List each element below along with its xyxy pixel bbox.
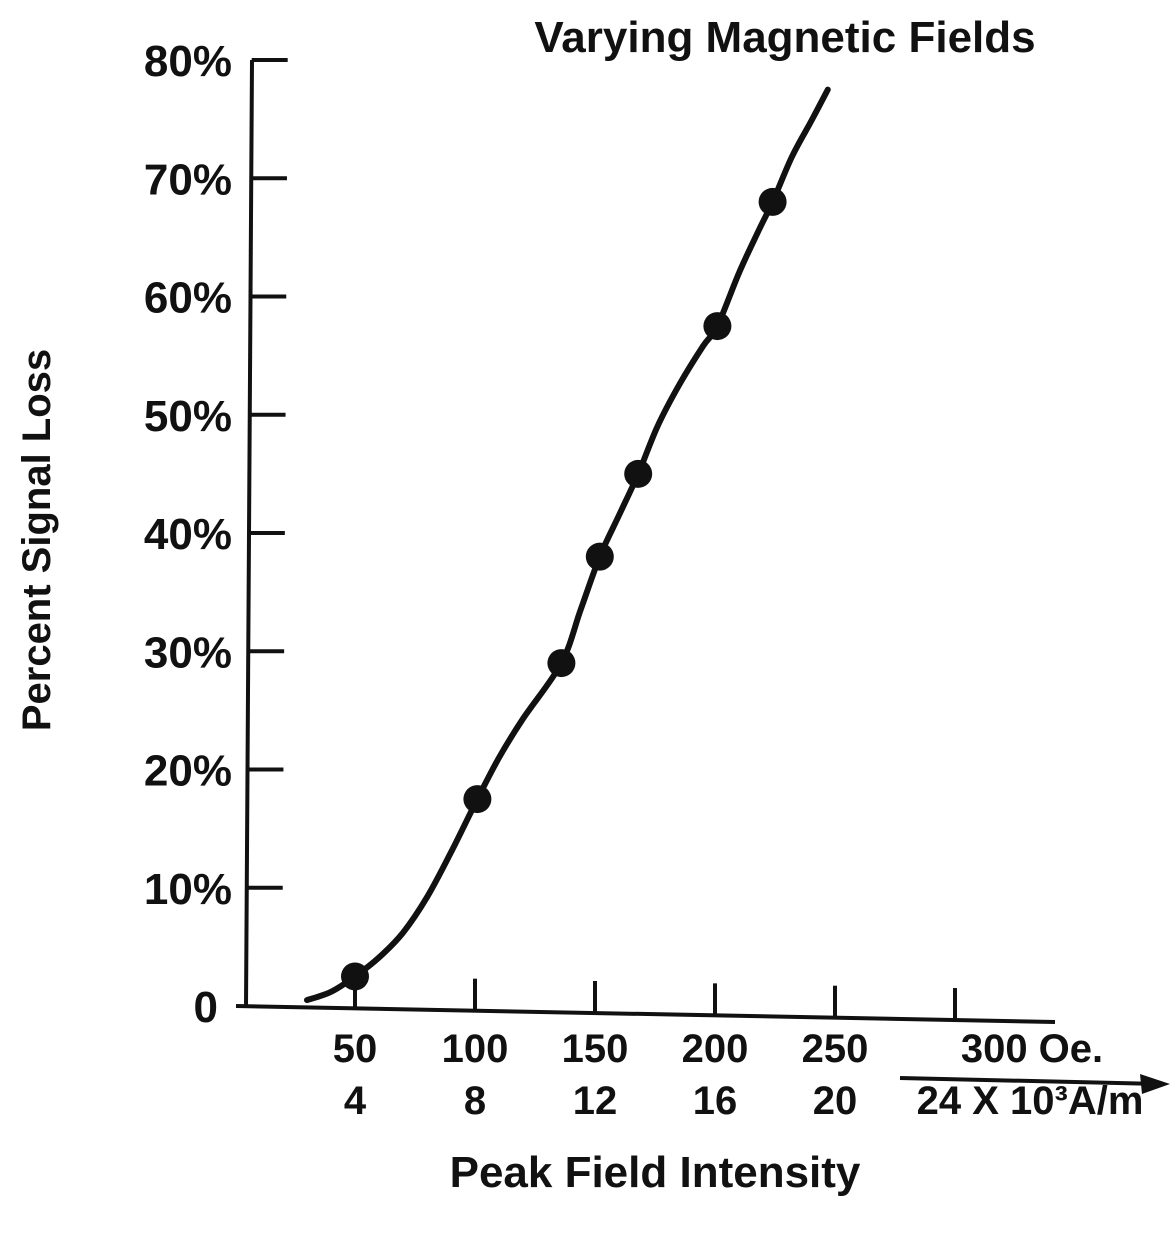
- data-point: [703, 312, 732, 341]
- x-tick-label-primary: 50: [333, 1027, 378, 1071]
- data-point: [463, 785, 492, 814]
- data-point: [341, 962, 369, 991]
- x-tick-label-primary: 300 Oe.: [961, 1027, 1103, 1071]
- y-tick-label: 80%: [144, 37, 232, 86]
- x-tick-label-primary: 150: [562, 1027, 629, 1071]
- x-tick-label-secondary: 16: [693, 1079, 738, 1123]
- chart-title: Varying Magnetic Fields: [534, 13, 1035, 62]
- x-axis-label: Peak Field Intensity: [450, 1148, 861, 1197]
- data-point: [547, 649, 576, 678]
- x-tick-label-secondary: 24 X 10³A/m: [917, 1079, 1144, 1123]
- x-axis-arrowhead: [1140, 1074, 1170, 1094]
- x-tick-label-secondary: 4: [344, 1079, 367, 1123]
- x-tick-label-primary: 250: [802, 1027, 869, 1071]
- y-tick-label: 30%: [144, 628, 232, 677]
- x-tick-label-primary: 100: [442, 1027, 509, 1071]
- x-ticks: 50 4 100 8 150 12 200 16 250 20 300 Oe. 24 X 10³A/m: [333, 976, 1144, 1123]
- data-point: [624, 459, 653, 488]
- y-tick-label: 20%: [144, 747, 232, 796]
- x-tick-label-secondary: 12: [573, 1079, 618, 1123]
- y-tick-label: 10%: [144, 865, 232, 914]
- y-tick-label: 50%: [144, 392, 232, 441]
- y-axis-label: Percent Signal Loss: [15, 349, 59, 731]
- y-tick-label: 40%: [144, 510, 232, 559]
- series-curve: [304, 86, 831, 1004]
- y-tick-label: 0: [194, 983, 218, 1032]
- x-axis: [235, 1004, 1056, 1024]
- x-tick-label-primary: 200: [682, 1027, 749, 1071]
- x-tick-label-secondary: 20: [813, 1079, 858, 1123]
- data-points: [341, 187, 787, 991]
- y-tick-label: 70%: [144, 155, 232, 204]
- y-tick-label: 60%: [144, 274, 232, 323]
- x-axis-arrow-line: [899, 1076, 1161, 1086]
- y-ticks: 0 10% 20% 30% 40% 50% 60% 70% 80%: [144, 37, 288, 1032]
- data-point: [758, 187, 787, 216]
- data-point: [585, 542, 614, 571]
- x-tick-label-secondary: 8: [464, 1079, 486, 1123]
